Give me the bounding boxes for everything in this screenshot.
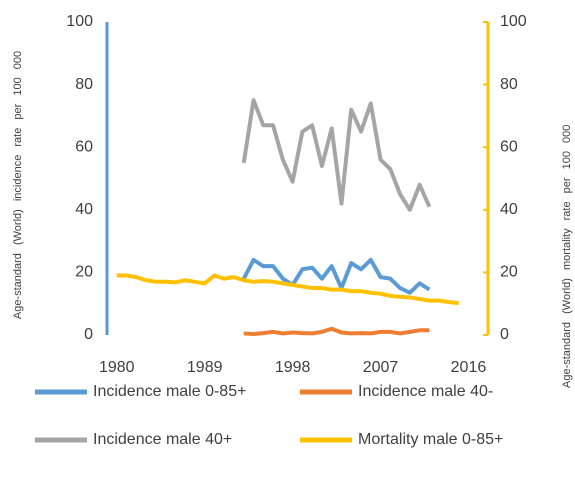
legend-label: Mortality male 0-85+ xyxy=(358,431,503,448)
y-tick-label: 40 xyxy=(75,201,93,218)
legend-label: Incidence male 0-85+ xyxy=(93,383,246,400)
y2-tick-label: 60 xyxy=(500,138,518,155)
y-tick-label: 60 xyxy=(75,138,93,155)
y2-tick-label: 40 xyxy=(500,201,518,218)
x-tick-label: 1998 xyxy=(275,359,311,376)
y-tick-label: 0 xyxy=(84,326,93,343)
x-tick-label: 2007 xyxy=(363,359,399,376)
legend-label: Incidence male 40+ xyxy=(93,431,232,448)
series-line xyxy=(116,273,459,306)
series-line xyxy=(243,326,430,337)
legend-label: Incidence male 40- xyxy=(358,383,493,400)
x-tick-label: 2016 xyxy=(451,359,487,376)
y2-tick-label: 100 xyxy=(500,13,527,30)
y-tick-label: 100 xyxy=(66,13,93,30)
y-tick-label: 20 xyxy=(75,264,93,281)
x-tick-label: 1989 xyxy=(187,359,223,376)
series-line xyxy=(241,257,431,295)
y2-tick-label: 0 xyxy=(500,326,509,343)
y-tick-label: 80 xyxy=(75,76,93,93)
y2-tick-label: 20 xyxy=(500,264,518,281)
y2-axis-label: Age-standard (World) mortality rate per … xyxy=(561,125,573,388)
y-axis-label: Age-standard (World) incidence rate per … xyxy=(12,51,24,319)
y2-tick-label: 80 xyxy=(500,76,518,93)
x-tick-label: 1980 xyxy=(99,359,135,376)
series-line xyxy=(241,98,432,212)
